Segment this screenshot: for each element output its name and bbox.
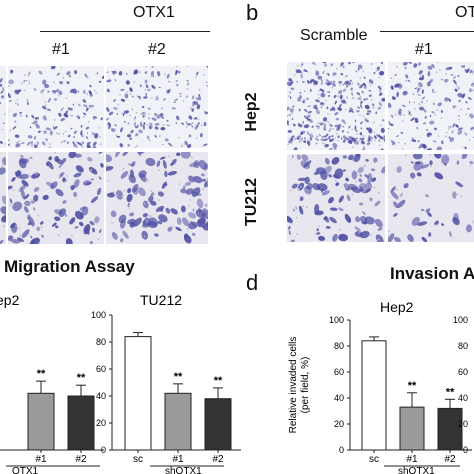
chart-3-ytick-label: 20 (458, 419, 468, 429)
chart-2-xtick-label: #2 (444, 454, 456, 465)
chart-2-bar (361, 340, 387, 451)
panel-d-letter: d (246, 270, 259, 295)
chart-0-significance: ** (77, 372, 86, 384)
invasion-assay-title: Invasion As (390, 264, 474, 283)
chart-1-ytick-label: 20 (96, 418, 106, 428)
chart-2-bar (437, 407, 463, 451)
chart-2-ytick-label: 100 (329, 315, 344, 325)
chart-0-bar (67, 395, 95, 451)
chart-1-group-label: shOTX1 (165, 466, 202, 474)
panel-b-row1-label: Hep2 (243, 92, 260, 132)
chart-2-significance: ** (446, 386, 455, 398)
chart-2-xtick-label: sc (369, 454, 379, 465)
chart-1-title: TU212 (140, 292, 182, 308)
chart-1-xtick-label: sc (133, 454, 143, 465)
chart-2-ytick-label: 0 (339, 445, 344, 455)
micrograph-a-hep2-2 (106, 66, 208, 148)
micrograph-a-tu212-edge (0, 152, 6, 244)
chart-2-bar (399, 406, 425, 451)
chart-0-significance: ** (37, 368, 46, 380)
chart-3-ytick-label: 80 (458, 341, 468, 351)
panel-b-group-label: OT (455, 4, 474, 21)
chart-0-title: ep2 (0, 292, 20, 308)
panel-b-col1-label: #1 (415, 41, 433, 58)
chart-2-ytick-label: 20 (334, 419, 344, 429)
chart-2-xtick-label: #1 (406, 454, 418, 465)
migration-assay-title: Migration Assay (4, 257, 135, 276)
micrograph-b-hep2-scramble (287, 62, 385, 150)
micrograph-b-tu212-1 (388, 154, 474, 242)
chart-1-ytick-label: 60 (96, 364, 106, 374)
panel-a-group-rule (40, 31, 210, 32)
chart-0-xtick-label: #2 (75, 454, 87, 465)
chart-2-ylabel-line: Relative invaded cells (288, 337, 299, 434)
chart-3-ytick-label: 60 (458, 367, 468, 377)
chart-1-ytick-label: 80 (96, 337, 106, 347)
chart-1-ytick-label: 100 (91, 310, 106, 320)
panel-a-col2-label: #2 (148, 41, 166, 58)
chart-2-ytick-label: 40 (334, 393, 344, 403)
chart-3-ytick-label: 40 (458, 393, 468, 403)
chart-1-ytick-label: 40 (96, 391, 106, 401)
chart-0-group-label: OTX1 (12, 466, 39, 474)
chart-2-ylabel-line: (per field, %) (300, 357, 311, 414)
chart-0-bar (27, 392, 55, 451)
micrograph-a-hep2-1 (8, 66, 104, 148)
chart-1-bar (124, 336, 152, 451)
chart-1-significance: ** (174, 371, 183, 383)
chart-2-group-label: shOTX1 (398, 466, 435, 474)
chart-1-bar (204, 398, 232, 451)
chart-3-ytick-label: 100 (453, 315, 468, 325)
chart-1-bar (164, 392, 192, 451)
micrograph-a-hep2-edge (0, 66, 6, 148)
micrograph-a-tu212-2 (106, 152, 208, 244)
panel-a-group-label: OTX1 (133, 4, 175, 21)
chart-3-ytick-label: 0 (463, 445, 468, 455)
chart-2-ytick-label: 60 (334, 367, 344, 377)
panel-b-row2-label: TU212 (243, 177, 260, 227)
micrograph-a-tu212-1 (8, 152, 104, 244)
chart-1-ytick-label: 0 (101, 445, 106, 455)
panel-a-col1-label: #1 (52, 41, 70, 58)
panel-b-scramble-label: Scramble (300, 27, 368, 44)
panel-b-letter: b (246, 0, 259, 25)
panel-b-group-rule (380, 31, 474, 32)
chart-1-significance: ** (214, 375, 223, 387)
chart-0-xtick-label: #1 (35, 454, 47, 465)
chart-2-significance: ** (408, 380, 417, 392)
chart-1-xtick-label: #2 (212, 454, 224, 465)
chart-1-xtick-label: #1 (172, 454, 184, 465)
chart-2-ytick-label: 80 (334, 341, 344, 351)
chart-2-title: Hep2 (380, 299, 414, 315)
micrograph-b-tu212-scramble (287, 154, 385, 242)
micrograph-b-hep2-1 (388, 62, 474, 150)
